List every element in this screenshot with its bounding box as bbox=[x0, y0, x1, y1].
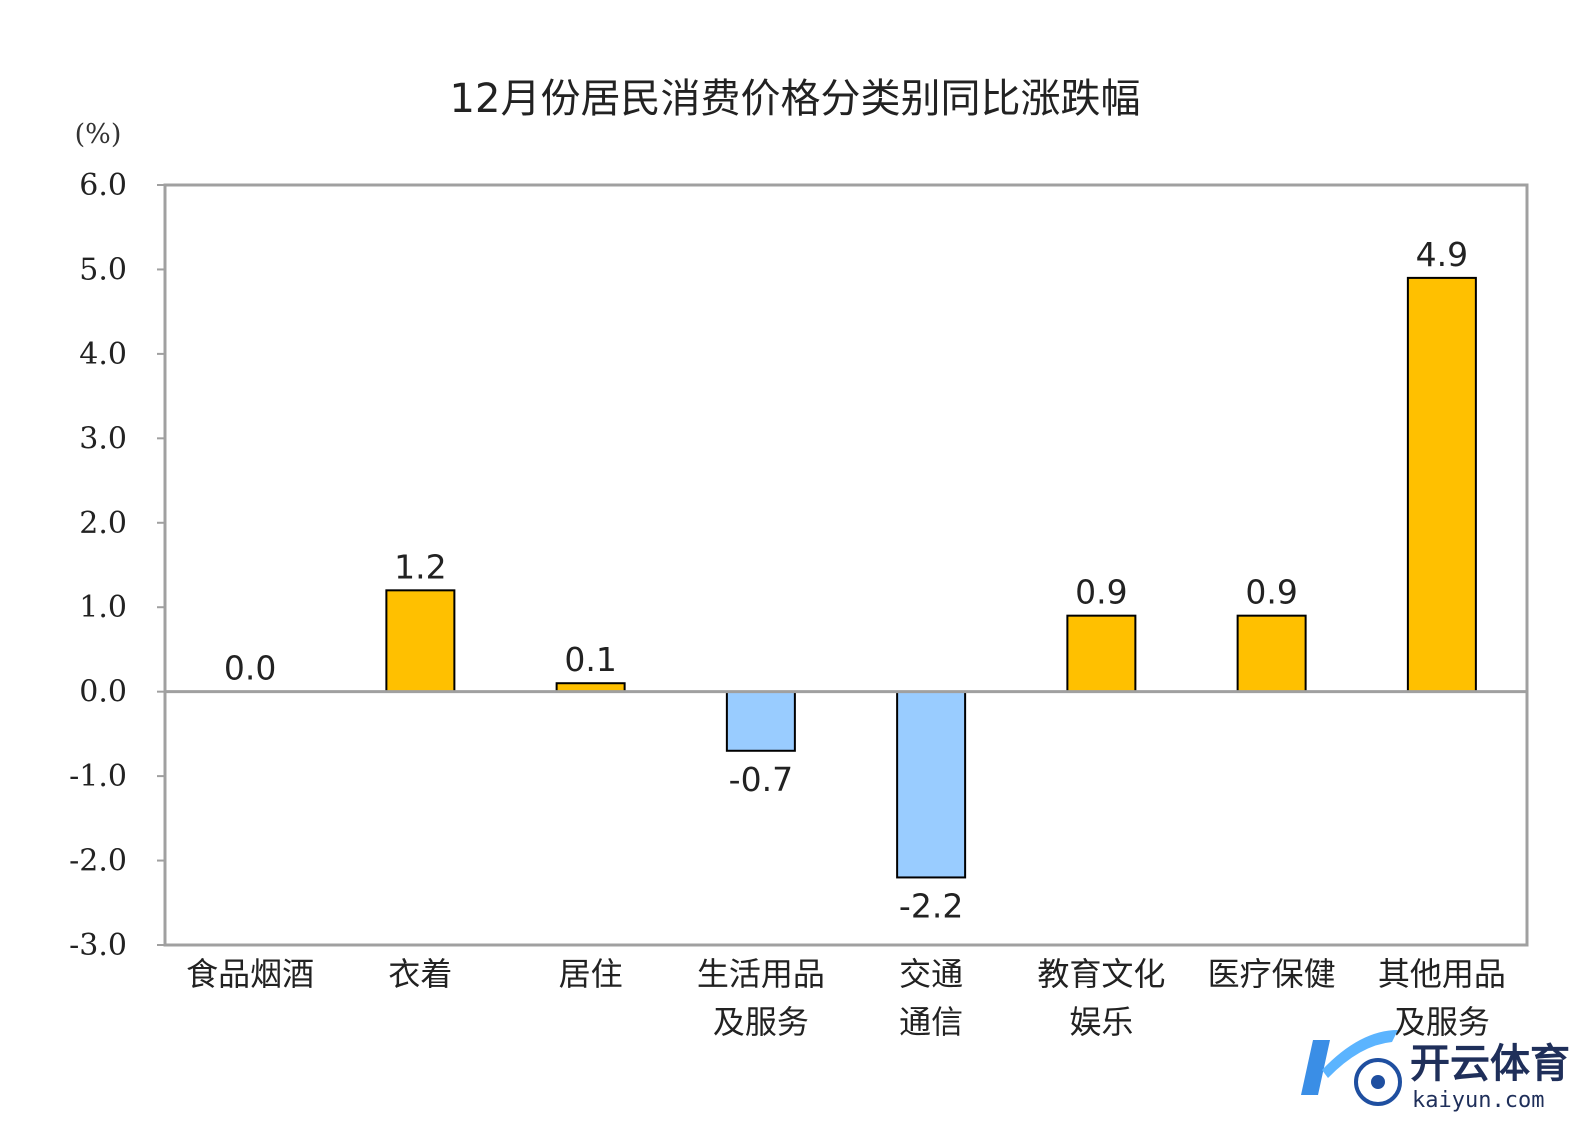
y-tick-label: 4.0 bbox=[79, 337, 127, 372]
watermark-logo: 开云体育 kaiyun.com bbox=[1301, 1030, 1570, 1113]
y-tick-label: -3.0 bbox=[69, 928, 127, 963]
y-tick-label: 3.0 bbox=[79, 421, 127, 456]
watermark-url: kaiyun.com bbox=[1412, 1088, 1544, 1113]
x-category-label: 其他用品 bbox=[1378, 955, 1506, 993]
x-category-label: 娱乐 bbox=[1069, 1003, 1133, 1041]
bars bbox=[385, 276, 1477, 879]
data-label-5: 0.9 bbox=[1075, 573, 1127, 612]
x-category-label: 及服务 bbox=[713, 1003, 809, 1041]
x-category-label: 医疗保健 bbox=[1208, 955, 1336, 993]
bar-6 bbox=[1236, 614, 1307, 693]
data-label-2: 0.1 bbox=[564, 640, 616, 679]
watermark-name: 开云体育 bbox=[1410, 1041, 1570, 1087]
y-axis: 6.0 5.0 4.0 3.0 2.0 1.0 0.0 -1.0 -2.0 -3.0 bbox=[69, 168, 165, 963]
bar-5 bbox=[1066, 614, 1137, 693]
y-tick-label: 5.0 bbox=[79, 252, 127, 287]
x-category-label: 居住 bbox=[559, 955, 623, 993]
watermark-k-mark bbox=[1301, 1040, 1330, 1095]
watermark-k-arm bbox=[1322, 1030, 1398, 1078]
x-category-label: 生活用品 bbox=[697, 955, 825, 993]
bar-1 bbox=[385, 589, 456, 693]
x-category-label: 通信 bbox=[899, 1003, 963, 1041]
y-tick-label: -1.0 bbox=[69, 759, 127, 794]
bar-4 bbox=[896, 690, 967, 879]
data-label-1: 1.2 bbox=[394, 547, 446, 586]
x-category-label: 交通 bbox=[899, 955, 963, 993]
x-category-label: 衣着 bbox=[388, 955, 452, 993]
bar-3 bbox=[725, 690, 796, 752]
data-label-3: -0.7 bbox=[729, 760, 793, 799]
data-labels: 0.0 1.2 0.1 -0.7 -2.2 0.9 0.9 4.9 bbox=[224, 235, 1468, 926]
y-tick-label: 2.0 bbox=[79, 506, 127, 541]
bar-7 bbox=[1406, 276, 1477, 693]
y-tick-label: 6.0 bbox=[79, 168, 127, 203]
y-axis-unit-label: (%) bbox=[75, 119, 122, 150]
soccer-ball-center bbox=[1371, 1075, 1385, 1089]
plot-frame bbox=[163, 183, 1529, 947]
data-label-6: 0.9 bbox=[1245, 573, 1297, 612]
x-category-label: 教育文化 bbox=[1037, 955, 1165, 993]
x-category-label: 食品烟酒 bbox=[186, 955, 314, 993]
x-category-label: 及服务 bbox=[1394, 1003, 1490, 1041]
y-tick-label: 0.0 bbox=[79, 675, 127, 710]
y-tick-label: 1.0 bbox=[79, 590, 127, 625]
y-tick-label: -2.0 bbox=[69, 844, 127, 879]
data-label-7: 4.9 bbox=[1416, 235, 1468, 274]
chart-title: 12月份居民消费价格分类别同比涨跌幅 bbox=[450, 76, 1141, 122]
data-label-0: 0.0 bbox=[224, 649, 276, 688]
data-label-4: -2.2 bbox=[899, 886, 963, 925]
